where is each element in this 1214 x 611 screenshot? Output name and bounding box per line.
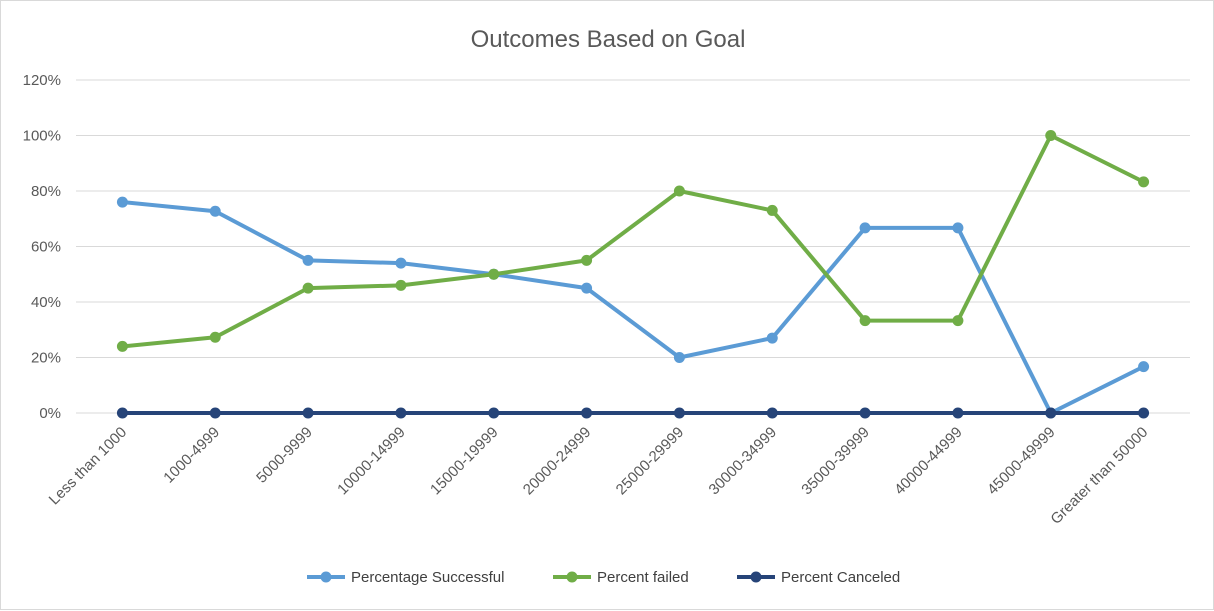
data-point: [1138, 407, 1150, 419]
x-tick-label: 1000-4999: [160, 424, 223, 487]
y-tick-label: 60%: [31, 239, 61, 256]
data-point: [209, 205, 221, 217]
x-tick-label: 15000-19999: [427, 424, 502, 499]
legend-swatch-marker: [320, 571, 332, 583]
legend-label: Percentage Successful: [351, 569, 504, 586]
y-tick-label: 0%: [39, 405, 61, 422]
x-axis-tick-labels: Less than 1000 1000-4999 5000-9999 10000-14…: [46, 424, 1152, 528]
chart-title: Outcomes Based on Goal: [471, 26, 746, 53]
series-line: [120, 133, 1146, 349]
x-tick-label: 30000-34999: [706, 424, 781, 499]
data-point: [673, 352, 685, 363]
series-3: [116, 407, 1150, 419]
data-point: [395, 279, 407, 291]
data-point: [116, 340, 128, 352]
data-point: [395, 407, 407, 419]
legend-swatch-marker: [566, 571, 578, 583]
gridlines: [76, 79, 1190, 414]
x-tick-label: 10000-14999: [334, 424, 409, 499]
data-point: [209, 331, 221, 343]
data-point: [488, 407, 500, 419]
legend: Percentage Successful Percent failed Perce…: [307, 569, 900, 586]
y-tick-label: 20%: [31, 350, 61, 367]
data-point: [1138, 176, 1150, 188]
data-point: [302, 254, 314, 266]
data-point: [859, 222, 871, 234]
series-2: [116, 130, 1150, 352]
data-point: [581, 254, 593, 266]
y-tick-label: 100%: [23, 128, 61, 145]
data-point: [1138, 361, 1150, 373]
x-tick-label: 45000-49999: [984, 424, 1059, 499]
data-point: [673, 407, 685, 419]
data-point: [673, 185, 685, 197]
series-lines: [116, 130, 1150, 419]
data-point: [116, 407, 128, 419]
legend-swatch-marker: [750, 571, 762, 583]
y-tick-label: 40%: [31, 294, 61, 311]
x-tick-label: 5000-9999: [253, 424, 316, 487]
legend-item: Percent failed: [553, 569, 689, 586]
legend-item: Percentage Successful: [307, 569, 504, 586]
y-axis-tick-labels: 0% 20% 40% 60% 80% 100% 120%: [23, 72, 61, 422]
data-point: [952, 222, 964, 234]
x-tick-label: Less than 1000: [46, 424, 131, 509]
data-point: [581, 282, 593, 294]
data-point: [766, 407, 778, 419]
data-point: [1045, 407, 1057, 419]
legend-label: Percent Canceled: [781, 569, 900, 586]
legend-item: Percent Canceled: [737, 569, 900, 586]
data-point: [766, 332, 778, 344]
x-tick-label: 35000-39999: [798, 424, 873, 499]
x-tick-label: Greater than 50000: [1047, 424, 1151, 528]
data-point: [952, 407, 964, 419]
data-point: [209, 407, 221, 419]
data-point: [302, 282, 314, 294]
legend-label: Percent failed: [597, 569, 689, 586]
y-tick-label: 80%: [31, 183, 61, 200]
y-tick-label: 120%: [23, 72, 61, 89]
data-point: [1045, 130, 1057, 141]
data-point: [395, 257, 407, 269]
data-point: [116, 196, 128, 208]
data-point: [952, 315, 964, 327]
x-tick-label: 20000-24999: [520, 424, 595, 499]
series-line: [120, 200, 1146, 415]
data-point: [302, 407, 314, 419]
data-point: [488, 268, 500, 280]
data-point: [766, 204, 778, 216]
series-1: [116, 196, 1150, 419]
data-point: [581, 407, 593, 419]
data-point: [859, 315, 871, 327]
data-point: [859, 407, 871, 419]
x-tick-label: 40000-44999: [891, 424, 966, 499]
x-tick-label: 25000-29999: [613, 424, 688, 499]
